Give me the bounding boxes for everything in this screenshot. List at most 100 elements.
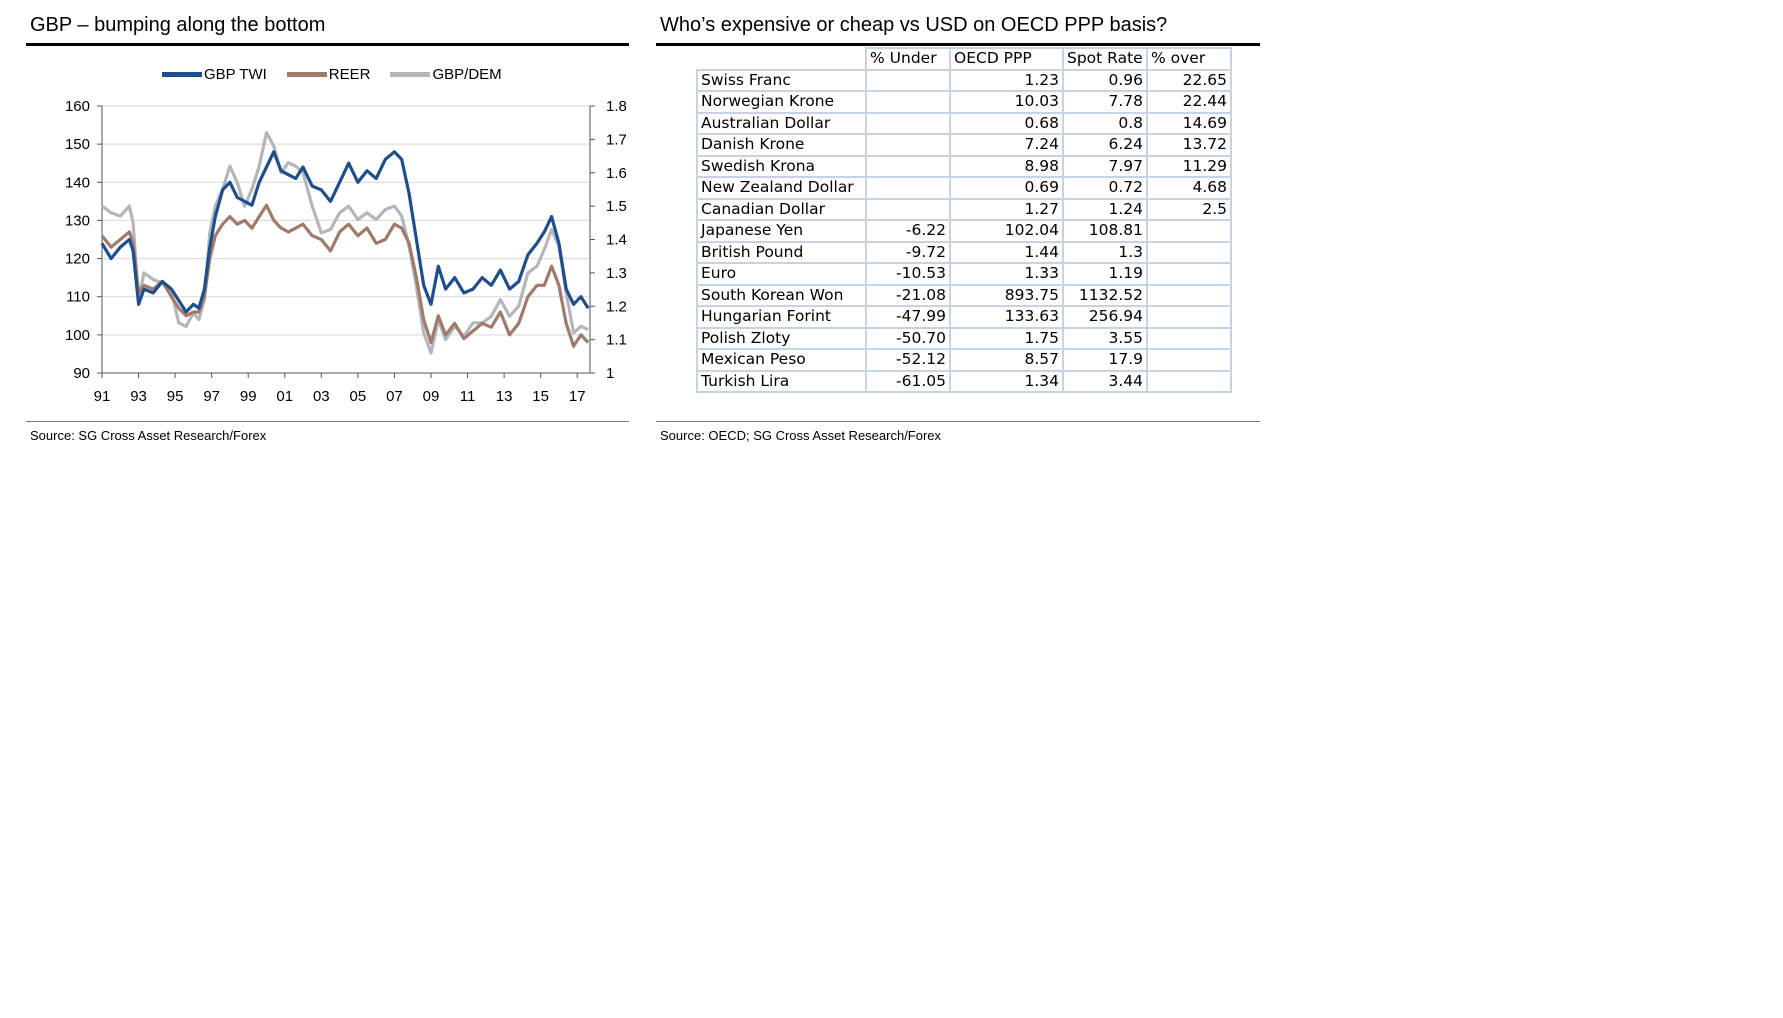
table-row: Swiss Franc 1.23 0.96 22.65 <box>696 68 1232 92</box>
table-row: New Zealand Dollar 0.69 0.72 4.68 <box>696 176 1232 200</box>
value-cell: -52.12 <box>865 348 951 372</box>
currency-name-cell: Swiss Franc <box>696 68 867 92</box>
currency-name-cell: British Pound <box>696 240 867 264</box>
y-right-tick-label: 1.8 <box>606 98 627 115</box>
value-cell: 2.5 <box>1146 197 1232 221</box>
chart-source: Source: SG Cross Asset Research/Forex <box>30 428 267 443</box>
x-tick-label: 97 <box>203 388 220 405</box>
table-row: Swedish Krona 8.98 7.97 11.29 <box>696 154 1232 178</box>
value-cell: 0.72 <box>1062 176 1148 200</box>
currency-name-cell: Euro <box>696 262 867 286</box>
y-right-tick-label: 1.1 <box>606 332 627 349</box>
value-cell <box>1146 348 1232 372</box>
y-right-tick-label: 1.5 <box>606 198 627 215</box>
x-tick-label: 17 <box>569 388 586 405</box>
value-cell <box>1146 283 1232 307</box>
chart-bottom-rule <box>26 421 629 422</box>
currency-name-cell: Mexican Peso <box>696 348 867 372</box>
value-cell: 7.24 <box>949 133 1064 157</box>
legend-label: REER <box>328 66 371 83</box>
x-tick-label: 99 <box>240 388 257 405</box>
currency-name-cell: Hungarian Forint <box>696 305 867 329</box>
y-left-tick-label: 90 <box>73 365 90 382</box>
y-left-tick-label: 100 <box>65 327 90 344</box>
column-header: % over <box>1146 47 1232 71</box>
table-row: Euro -10.53 1.33 1.19 <box>696 262 1232 286</box>
value-cell <box>1146 326 1232 350</box>
currency-name-cell: New Zealand Dollar <box>696 176 867 200</box>
currency-name-cell: Polish Zloty <box>696 326 867 350</box>
x-tick-label: 05 <box>350 388 367 405</box>
value-cell: -21.08 <box>865 283 951 307</box>
table-row: Turkish Lira -61.05 1.34 3.44 <box>696 369 1232 393</box>
x-tick-label: 95 <box>167 388 184 405</box>
value-cell: -9.72 <box>865 240 951 264</box>
gbp-dem-line <box>101 131 589 355</box>
value-cell: 4.68 <box>1146 176 1232 200</box>
value-cell: 108.81 <box>1062 219 1148 243</box>
value-cell: -10.53 <box>865 262 951 286</box>
currency-name-cell: Australian Dollar <box>696 111 867 135</box>
legend-swatch <box>286 72 327 77</box>
legend-item: GBP/DEM <box>390 66 502 83</box>
value-cell: -61.05 <box>865 369 951 393</box>
legend-label: GBP/DEM <box>432 66 502 83</box>
reer-line <box>100 203 590 348</box>
ppp-table: % Under OECD PPP Spot Rate% over Swiss Fra… <box>696 47 1232 393</box>
y-left-tick-label: 140 <box>65 174 90 191</box>
value-cell: 7.78 <box>1062 90 1148 114</box>
x-tick-label: 13 <box>496 388 513 405</box>
currency-name-cell: South Korean Won <box>696 283 867 307</box>
value-cell <box>865 111 951 135</box>
value-cell: 1.23 <box>949 68 1064 92</box>
y-right-tick-label: 1.2 <box>606 298 627 315</box>
value-cell: -50.70 <box>865 326 951 350</box>
value-cell <box>865 68 951 92</box>
x-tick-label: 01 <box>276 388 293 405</box>
x-tick-label: 11 <box>460 388 476 405</box>
value-cell: 7.97 <box>1062 154 1148 178</box>
value-cell: 0.8 <box>1062 111 1148 135</box>
x-tick-label: 07 <box>386 388 403 405</box>
value-cell: 1.33 <box>949 262 1064 286</box>
legend-item: GBP TWI <box>162 66 267 83</box>
value-cell: 3.44 <box>1062 369 1148 393</box>
value-cell: 1.44 <box>949 240 1064 264</box>
column-header: % Under <box>865 47 951 71</box>
value-cell: -47.99 <box>865 305 951 329</box>
table-row: British Pound -9.72 1.44 1.3 <box>696 240 1232 264</box>
x-tick-label: 03 <box>313 388 330 405</box>
value-cell: 0.69 <box>949 176 1064 200</box>
value-cell <box>1146 240 1232 264</box>
table-row: Mexican Peso -52.12 8.57 17.9 <box>696 348 1232 372</box>
value-cell <box>1146 219 1232 243</box>
currency-name-cell: Japanese Yen <box>696 219 867 243</box>
currency-name-cell: Canadian Dollar <box>696 197 867 221</box>
value-cell: 8.57 <box>949 348 1064 372</box>
value-cell: 22.44 <box>1146 90 1232 114</box>
column-header: Spot Rate <box>1062 47 1148 71</box>
table-row: Danish Krone 7.24 6.24 13.72 <box>696 133 1232 157</box>
value-cell: 893.75 <box>949 283 1064 307</box>
value-cell: 0.96 <box>1062 68 1148 92</box>
header-blank <box>696 47 867 71</box>
chart-title: GBP – bumping along the bottom <box>30 14 326 36</box>
value-cell <box>865 176 951 200</box>
value-cell: 1.3 <box>1062 240 1148 264</box>
table-row: South Korean Won -21.08 893.75 1132.52 <box>696 283 1232 307</box>
value-cell <box>1146 369 1232 393</box>
value-cell <box>1146 305 1232 329</box>
value-cell: 102.04 <box>949 219 1064 243</box>
value-cell: 8.98 <box>949 154 1064 178</box>
legend-label: GBP TWI <box>204 66 267 83</box>
chart-legend: GBP TWI REER GBP/DEM <box>162 66 502 83</box>
value-cell: 22.65 <box>1146 68 1232 92</box>
y-right-tick-label: 1 <box>606 365 614 382</box>
x-tick-label: 09 <box>423 388 440 405</box>
gbp-twi-line <box>100 150 590 314</box>
value-cell <box>1146 262 1232 286</box>
line-chart: 90 100 110 120 130 140 150 160 1 1.1 1.2 1.3 1.4 1.5 1… <box>65 98 627 405</box>
value-cell: 0.68 <box>949 111 1064 135</box>
value-cell: 14.69 <box>1146 111 1232 135</box>
legend-swatch <box>162 72 202 77</box>
